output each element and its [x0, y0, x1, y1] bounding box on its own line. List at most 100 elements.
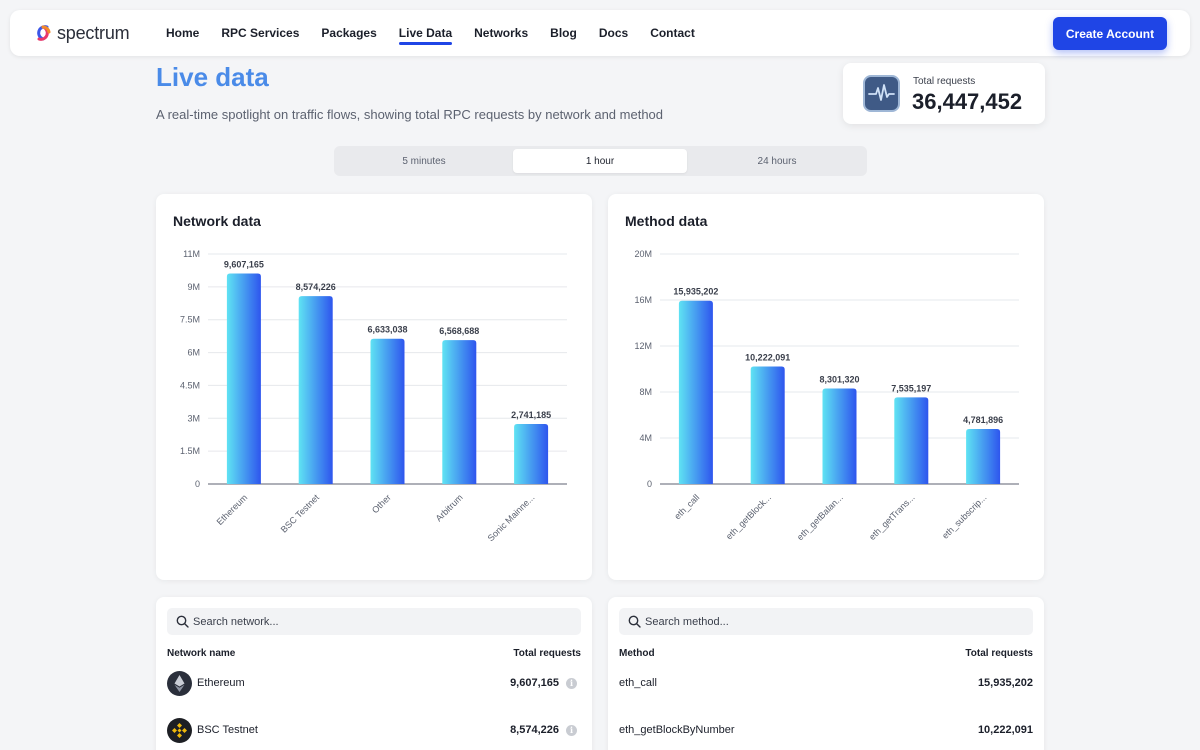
y-tick-label: 8M	[639, 387, 652, 397]
page-subtitle: A real-time spotlight on traffic flows, …	[156, 107, 664, 122]
method-search-input[interactable]	[645, 608, 1025, 635]
bar-value-label: 6,568,688	[439, 326, 479, 336]
y-tick-label: 7.5M	[180, 315, 200, 325]
nav-item-packages[interactable]: Packages	[321, 26, 377, 40]
x-tick-label: eth_getBalan...	[795, 492, 845, 542]
chart-bar[interactable]	[226, 273, 261, 484]
y-tick-label: 20M	[634, 249, 652, 259]
network-search	[167, 608, 581, 635]
chart-bar[interactable]	[750, 366, 785, 484]
chart-bar[interactable]	[966, 429, 1001, 484]
top-navbar: spectrum Home RPC Services Packages Live…	[10, 10, 1190, 56]
tab-24-hours[interactable]: 24 hours	[757, 155, 797, 167]
search-icon	[628, 615, 641, 628]
info-icon[interactable]: i	[566, 725, 577, 736]
bnb-icon	[167, 718, 192, 743]
bar-value-label: 6,633,038	[367, 325, 407, 335]
table-row[interactable]: BSC Testnet 8,574,226 i	[156, 711, 592, 750]
x-tick-label: BSC Testnet	[279, 492, 322, 535]
method-name: eth_call	[619, 677, 657, 689]
network-search-input[interactable]	[193, 608, 573, 635]
method-total: 10,222,091	[977, 724, 1033, 736]
nav-item-networks[interactable]: Networks	[474, 26, 529, 40]
network-name: BSC Testnet	[197, 724, 258, 736]
create-account-button[interactable]: Create Account	[1053, 17, 1167, 50]
method-chart-card: Method data 0 4M 8M 12M 16M 20M 15,935,202 eth_…	[608, 194, 1044, 580]
y-tick-label: 9M	[187, 282, 200, 292]
method-name: eth_getBlockByNumber	[619, 724, 735, 736]
y-tick-label: 0	[195, 479, 200, 489]
chart-bar[interactable]	[298, 296, 333, 484]
nav-item-home[interactable]: Home	[166, 26, 200, 40]
chart-bar[interactable]	[514, 423, 549, 484]
x-tick-label: Other	[370, 492, 393, 515]
search-icon	[176, 615, 189, 628]
network-name-header: Network name	[167, 648, 236, 659]
y-tick-label: 1.5M	[180, 446, 200, 456]
method-bar-chart: 0 4M 8M 12M 16M 20M 15,935,202 eth_call 10,222,0…	[634, 249, 1019, 542]
y-tick-label: 4M	[639, 433, 652, 443]
chart-bar[interactable]	[894, 397, 929, 484]
bar-value-label: 8,574,226	[296, 282, 336, 292]
ethereum-icon	[167, 671, 192, 696]
table-row[interactable]: eth_call 15,935,202	[608, 664, 1044, 704]
x-tick-label: eth_getBlock...	[724, 492, 773, 541]
bar-value-label: 9,607,165	[224, 260, 264, 270]
x-tick-label: eth_call	[672, 492, 701, 521]
method-total: 15,935,202	[977, 677, 1033, 689]
bar-value-label: 7,535,197	[891, 383, 931, 393]
info-icon[interactable]: i	[566, 678, 577, 689]
network-bar-chart: 0 1.5M 3M 4.5M 6M 7.5M 9M 11M 9,607,165 Ethereum 8…	[180, 249, 567, 543]
method-total-header: Total requests	[965, 648, 1033, 659]
spectrum-logo-icon	[37, 25, 51, 41]
total-requests-label: Total requests	[913, 76, 976, 87]
chart-bar[interactable]	[370, 338, 405, 484]
y-tick-label: 16M	[634, 295, 652, 305]
network-name: Ethereum	[197, 677, 245, 689]
method-name-header: Method	[619, 648, 655, 659]
brand-name: spectrum	[57, 22, 130, 43]
table-row[interactable]: eth_getBlockByNumber 10,222,091	[608, 711, 1044, 750]
bar-value-label: 2,741,185	[511, 410, 551, 420]
bar-value-label: 15,935,202	[673, 287, 718, 297]
chart-bar[interactable]	[822, 388, 857, 484]
nav-item-blog[interactable]: Blog	[550, 26, 577, 40]
y-tick-label: 3M	[187, 413, 200, 423]
method-chart-title: Method data	[625, 213, 708, 229]
y-tick-label: 6M	[187, 348, 200, 358]
x-tick-label: eth_subscrip...	[940, 492, 988, 540]
bar-value-label: 10,222,091	[745, 352, 790, 362]
y-tick-label: 4.5M	[180, 380, 200, 390]
tab-5-minutes[interactable]: 5 minutes	[402, 155, 446, 167]
x-tick-label: Sonic Mainne...	[486, 492, 537, 543]
main-nav: Home RPC Services Packages Live Data Net…	[166, 10, 717, 56]
pulse-monitor-icon	[863, 75, 900, 112]
network-total: 9,607,165	[510, 677, 559, 689]
network-table-card: Network name Total requests Ethereum 9,6…	[156, 597, 592, 750]
chart-bar[interactable]	[442, 340, 477, 484]
x-tick-label: Arbitrum	[434, 492, 465, 523]
y-tick-label: 12M	[634, 341, 652, 351]
x-tick-label: Ethereum	[215, 492, 250, 527]
tab-1-hour[interactable]: 1 hour	[513, 149, 687, 173]
x-tick-label: eth_getTrans...	[867, 492, 917, 542]
y-tick-label: 0	[647, 479, 652, 489]
bar-value-label: 4,781,896	[963, 415, 1003, 425]
nav-item-contact[interactable]: Contact	[650, 26, 695, 40]
total-requests-value: 36,447,452	[912, 89, 1023, 114]
table-row[interactable]: Ethereum 9,607,165 i	[156, 664, 592, 704]
network-total-header: Total requests	[513, 648, 581, 659]
chart-bar[interactable]	[678, 300, 713, 484]
nav-item-rpc-services[interactable]: RPC Services	[221, 26, 300, 40]
bar-value-label: 8,301,320	[819, 375, 859, 385]
network-chart-card: Network data 0 1.5M 3M 4.5M 6M 7.5M 9M 11M 9,607…	[156, 194, 592, 580]
time-range-tabs: 5 minutes 1 hour 24 hours	[334, 146, 867, 176]
nav-item-live-data[interactable]: Live Data	[398, 26, 453, 45]
total-requests-card: Total requests 36,447,452	[843, 63, 1045, 124]
y-tick-label: 11M	[183, 249, 200, 259]
brand-logo[interactable]: spectrum	[32, 22, 130, 44]
network-chart-title: Network data	[173, 213, 261, 229]
method-search	[619, 608, 1033, 635]
nav-item-docs[interactable]: Docs	[598, 26, 629, 40]
page-title: Live data	[156, 62, 269, 92]
